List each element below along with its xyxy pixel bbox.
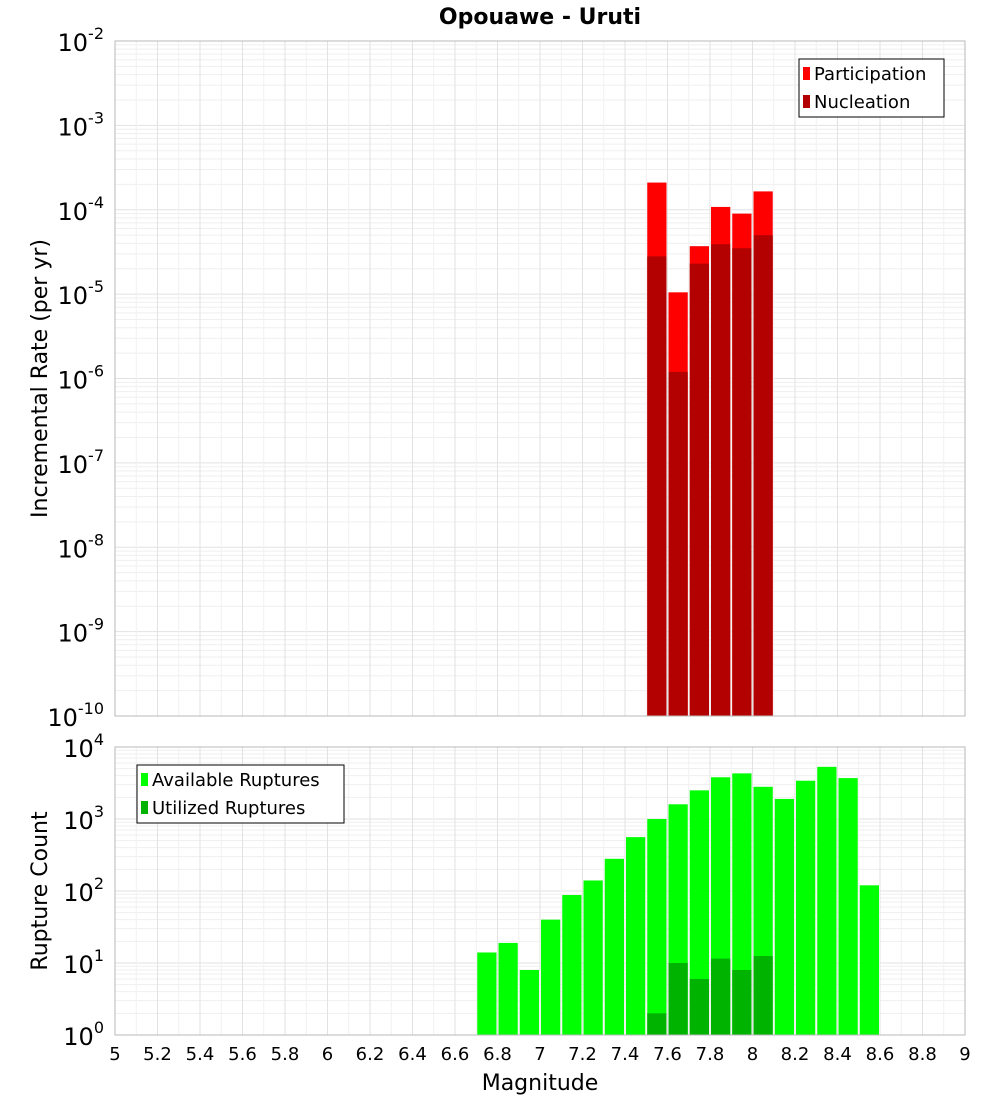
x-tick-label: 7 (534, 1044, 545, 1065)
bar-primary (498, 942, 518, 1035)
y-tick-label: 102 (63, 874, 104, 907)
bar-primary (796, 780, 816, 1035)
legend: Available Ruptures Utilized Ruptures (136, 764, 345, 824)
x-tick-label: 5.6 (228, 1044, 257, 1065)
x-tick-label: 8.6 (866, 1044, 895, 1065)
x-tick-label: 7.4 (611, 1044, 640, 1065)
y-tick-label: 10-2 (58, 24, 105, 57)
bar-secondary (668, 371, 688, 716)
y-tick-label: 10-4 (58, 193, 105, 226)
bar-primary (838, 778, 858, 1035)
bar-primary (583, 880, 603, 1035)
chart-panel-1: 10-10 10-9 10-8 10-7 10-6 10-5 10-4 10-3 10-2 Opo… (28, 5, 966, 732)
legend-swatch (141, 801, 148, 814)
y-tick-label: 10-5 (58, 277, 105, 310)
bar-secondary (647, 1013, 667, 1035)
y-axis-label: Rupture Count (28, 811, 53, 971)
x-tick-label: 9 (959, 1044, 970, 1065)
y-tick-label: 10-3 (58, 108, 105, 141)
x-tick-label: 7.6 (653, 1044, 682, 1065)
bar-primary (477, 952, 497, 1035)
bar-primary (689, 790, 709, 1035)
y-tick-label: 10-8 (58, 530, 105, 563)
x-tick-label: 6.4 (398, 1044, 427, 1065)
x-tick-label: 7.8 (696, 1044, 725, 1065)
bar-secondary (668, 963, 688, 1035)
legend-swatch (141, 773, 148, 786)
bar-secondary (711, 958, 731, 1035)
legend-label: Participation (814, 64, 926, 85)
y-tick-label: 101 (63, 946, 104, 979)
x-tick-label: 8.4 (823, 1044, 852, 1065)
y-axis-label: Incremental Rate (per yr) (28, 239, 53, 518)
bar-primary (519, 969, 539, 1035)
legend-label: Available Ruptures (152, 770, 320, 791)
bar-primary (817, 766, 837, 1035)
bar-secondary (753, 235, 773, 716)
bar-primary (732, 773, 752, 1035)
x-tick-label: 6.6 (441, 1044, 470, 1065)
legend-swatch (803, 95, 810, 108)
x-tick-label: 8.2 (781, 1044, 810, 1065)
legend-label: Utilized Ruptures (152, 798, 305, 819)
y-tick-label: 10-7 (58, 446, 105, 479)
x-tick-label: 6.2 (356, 1044, 385, 1065)
bar-secondary (689, 978, 709, 1035)
bar-secondary (753, 956, 773, 1035)
y-tick-label: 10-9 (58, 615, 105, 648)
bar-primary (541, 919, 561, 1035)
x-tick-label: 5.4 (186, 1044, 215, 1065)
legend-box (136, 764, 345, 824)
bar-secondary (689, 263, 709, 716)
x-tick-label: 8 (747, 1044, 758, 1065)
x-tick-label: 6 (322, 1044, 333, 1065)
bar-primary (774, 798, 794, 1035)
y-tick-label: 10-6 (58, 362, 105, 395)
bar-secondary (732, 969, 752, 1035)
legend-label: Nucleation (814, 92, 910, 113)
x-tick-label: 5 (109, 1044, 120, 1065)
x-tick-label: 6.8 (483, 1044, 512, 1065)
legend-swatch (803, 67, 810, 80)
bar-primary (647, 819, 667, 1035)
x-tick-label: 8.8 (908, 1044, 937, 1065)
bar-primary (562, 894, 582, 1035)
bar-secondary (647, 256, 667, 716)
x-axis-label: Magnitude (482, 1071, 599, 1096)
y-tick-label: 104 (63, 730, 104, 763)
y-tick-label: 10-10 (47, 699, 104, 732)
plot-frame (114, 40, 966, 717)
x-tick-label: 5.2 (143, 1044, 172, 1065)
bar-secondary (711, 244, 731, 717)
plot-frame (114, 746, 966, 1036)
bar-primary (859, 885, 879, 1035)
x-tick-label: 7.2 (568, 1044, 597, 1065)
bar-primary (626, 837, 646, 1035)
x-tick-label: 5.8 (271, 1044, 300, 1065)
legend: Participation Nucleation (798, 58, 945, 118)
legend-box (798, 58, 945, 118)
chart-title: Opouawe - Uruti (439, 5, 641, 30)
chart-panel-2: 100 101 102 103 104 Rupture Count 5 5.2 5.4 5.6 5.… (28, 730, 971, 1096)
y-tick-label: 103 (63, 802, 104, 835)
y-tick-label: 100 (63, 1018, 104, 1051)
bar-secondary (732, 248, 752, 717)
bar-primary (604, 858, 624, 1035)
